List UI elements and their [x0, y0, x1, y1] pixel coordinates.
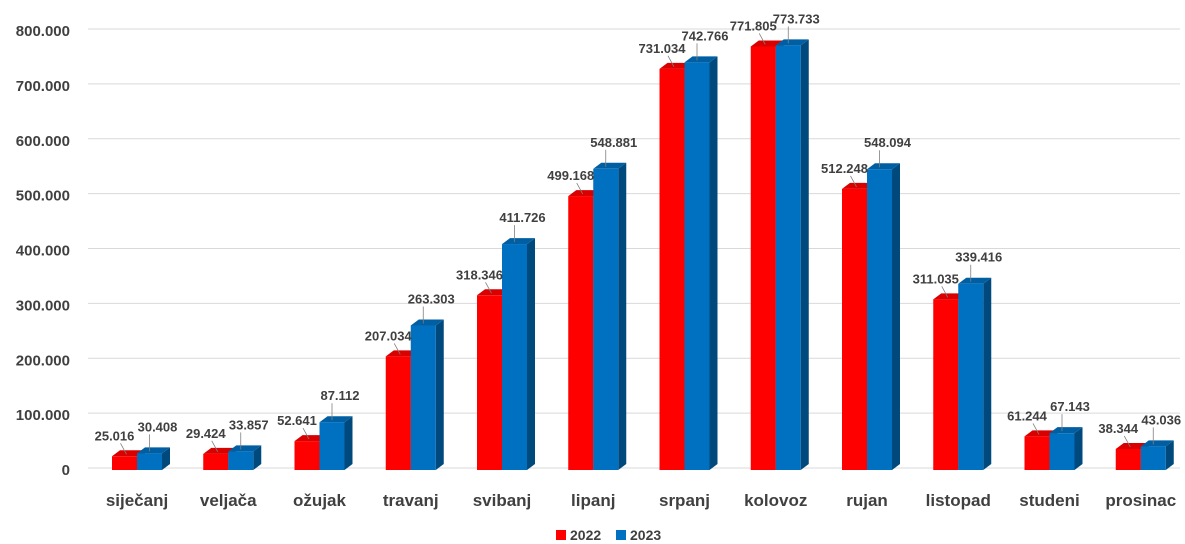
y-tick-label: 700.000 [16, 78, 70, 95]
bar-2023-svibanj [502, 238, 535, 470]
y-axis-labels: 0 100.000 200.000 300.000 400.000 500.000 600.… [16, 23, 70, 479]
legend-item-2022: 2022 [556, 527, 601, 543]
legend-label: 2022 [570, 527, 601, 543]
x-category-label: veljača [200, 491, 257, 510]
legend-swatch [556, 530, 566, 540]
y-tick-label: 500.000 [16, 188, 70, 205]
data-label-2022-srpanj: 731.034 [639, 41, 687, 56]
bar-2023-siječanj [137, 447, 170, 470]
data-label-2023-travanj: 263.303 [408, 292, 455, 307]
bars [112, 39, 1174, 471]
x-category-label: srpanj [659, 491, 710, 510]
data-label-2022-travanj: 207.034 [365, 328, 413, 343]
label-leader-line [850, 175, 857, 188]
bar-2023-travanj [410, 319, 444, 470]
x-category-label: prosinac [1105, 491, 1176, 510]
data-label-2023-prosinac: 43.036 [1141, 412, 1181, 427]
label-leader-line [485, 282, 492, 294]
label-leader-line [211, 440, 219, 453]
legend-swatch [616, 530, 626, 540]
data-label-2023-lipanj: 548.881 [590, 135, 637, 150]
y-tick-label: 800.000 [16, 23, 70, 40]
bar-2023-veljača [228, 445, 262, 470]
y-tick-label: 200.000 [16, 352, 70, 369]
y-tick-label: 0 [62, 462, 70, 479]
data-label-2022-kolovoz: 771.805 [730, 18, 777, 33]
x-category-label: kolovoz [744, 491, 807, 510]
data-label-2023-siječanj: 30.408 [138, 419, 178, 434]
data-label-2022-studeni: 61.244 [1007, 408, 1048, 423]
label-leader-line [758, 33, 766, 45]
data-label-2023-rujan: 548.094 [864, 135, 912, 150]
legend: 2022 2023 [556, 527, 661, 543]
data-label-2023-studeni: 67.143 [1050, 399, 1090, 414]
data-label-2022-siječanj: 25.016 [95, 428, 135, 443]
x-category-label: rujan [846, 491, 888, 510]
label-leader-line [576, 182, 584, 195]
data-label-2022-listopad: 311.035 [913, 271, 959, 286]
x-category-label: listopad [926, 491, 991, 510]
data-label-2023-kolovoz: 773.733 [773, 11, 820, 26]
label-leader-line [1032, 423, 1040, 435]
label-leader-line [667, 55, 675, 68]
data-label-2023-srpanj: 742.766 [682, 28, 729, 43]
data-label-2023-svibanj: 411.726 [499, 210, 545, 225]
bar-2023-prosinac [1140, 440, 1174, 470]
data-label-2023-listopad: 339.416 [955, 250, 1002, 265]
legend-label: 2023 [630, 527, 661, 543]
data-label-2022-veljača: 29.424 [186, 426, 227, 441]
label-leader-line [1123, 435, 1131, 448]
bar-2023-rujan [867, 163, 900, 471]
bar-2023-ožujak [319, 416, 353, 470]
label-leader-line [120, 443, 127, 455]
legend-item-2023: 2023 [616, 527, 661, 543]
data-label-2022-svibanj: 318.346 [456, 267, 503, 282]
y-tick-label: 300.000 [16, 297, 70, 314]
y-tick-label: 400.000 [16, 243, 70, 260]
data-label-2022-rujan: 512.248 [821, 161, 868, 176]
y-tick-label: 100.000 [16, 407, 70, 424]
x-category-label: lipanj [571, 491, 615, 510]
data-label-2022-lipanj: 499.168 [547, 168, 594, 183]
x-category-label: ožujak [293, 491, 346, 510]
x-category-label: travanj [383, 491, 439, 510]
x-category-label: siječanj [106, 491, 168, 510]
label-leader-line [302, 427, 310, 440]
data-label-2022-prosinac: 38.344 [1098, 421, 1139, 436]
label-leader-line [393, 343, 401, 355]
bar-2023-srpanj [684, 56, 718, 470]
x-category-label: studeni [1019, 491, 1079, 510]
gridlines [88, 28, 1180, 469]
x-axis-labels: siječanj veljača ožujak travanj svibanj lipan… [106, 491, 1176, 510]
data-label-2023-veljača: 33.857 [229, 417, 269, 432]
bar-2023-studeni [1049, 427, 1083, 470]
y-tick-label: 600.000 [16, 133, 70, 150]
bar-2023-lipanj [593, 162, 627, 470]
bar-2023-kolovoz [775, 39, 809, 471]
label-leader-line [941, 286, 949, 298]
bar-2023-listopad [958, 277, 992, 470]
x-category-label: svibanj [473, 491, 532, 510]
data-label-2022-ožujak: 52.641 [277, 413, 317, 428]
data-label-2023-ožujak: 87.112 [320, 388, 359, 403]
